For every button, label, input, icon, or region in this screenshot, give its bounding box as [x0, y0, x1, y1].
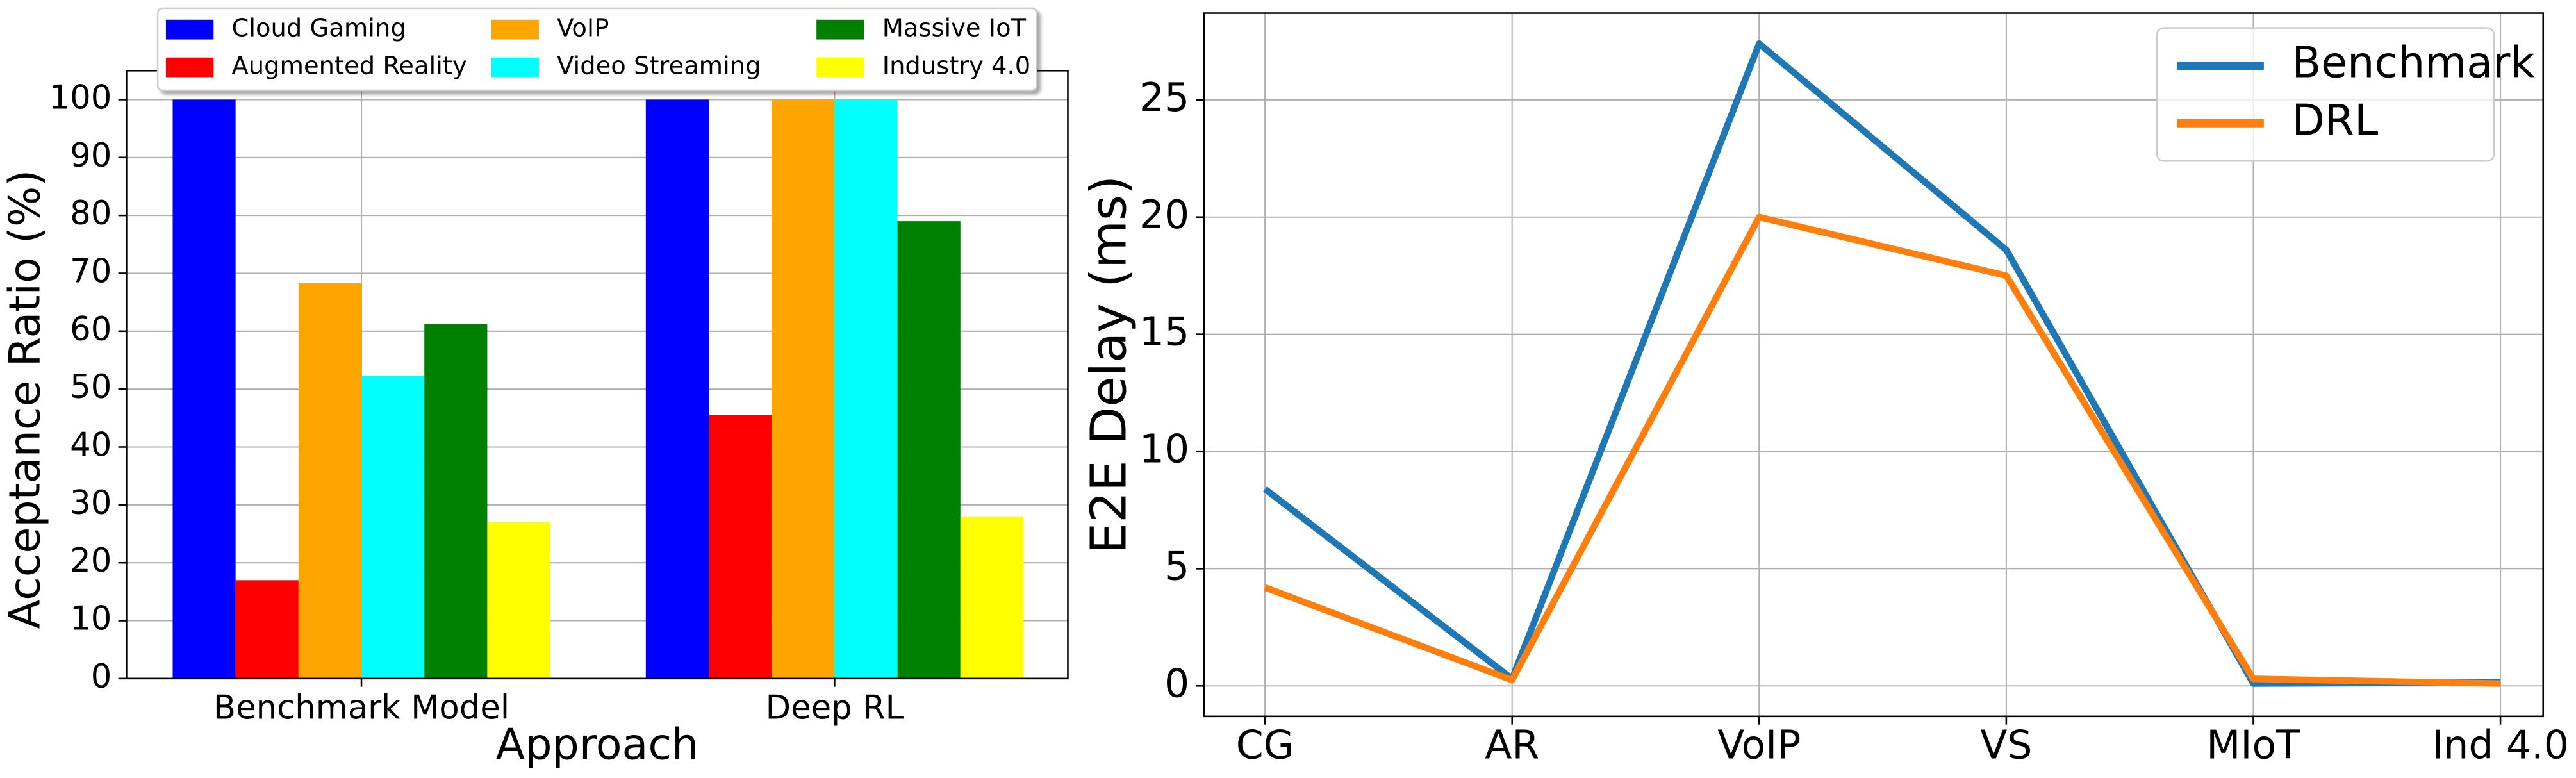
y-tick-label: 70	[70, 252, 111, 290]
legend: Benchmark DRL	[2156, 27, 2535, 162]
y-tick-label: 25	[1139, 74, 1189, 120]
y-axis-label: Acceptance Ratio (%)	[0, 170, 50, 629]
bar	[298, 283, 362, 679]
y-tick-label: 10	[1139, 426, 1189, 472]
x-tick-label: CG	[1236, 722, 1294, 768]
y-tick-label: 100	[49, 78, 111, 117]
legend-label: Cloud Gaming	[231, 14, 406, 43]
x-tick-label: Benchmark Model	[213, 689, 509, 727]
legend-swatch	[816, 57, 864, 78]
line	[1264, 213, 2501, 687]
y-tick-label: 10	[70, 600, 111, 638]
x-tick-label: Ind 4.0	[2432, 722, 2569, 768]
bar	[645, 99, 709, 679]
y-tick-label: 60	[70, 310, 111, 349]
legend-swatch	[165, 19, 214, 40]
y-tick-label: 0	[91, 658, 112, 696]
y-tick-label: 5	[1164, 543, 1189, 589]
legend: Cloud Gaming Augmented Reality VoIP Video S…	[156, 7, 1038, 92]
legend-label: Video Streaming	[557, 52, 761, 81]
y-tick-label: 20	[1139, 192, 1189, 238]
bar	[235, 580, 299, 679]
legend-label: Augmented Reality	[231, 52, 466, 81]
legend-box	[2156, 27, 2495, 162]
x-tick-label: MIoT	[2206, 722, 2300, 768]
x-axis-label: Approach	[496, 720, 699, 770]
x-tick-label: AR	[1485, 722, 1539, 768]
bar	[172, 99, 236, 679]
bar	[709, 415, 772, 679]
bar	[960, 516, 1023, 679]
bar	[772, 99, 835, 679]
legend-swatch	[491, 57, 539, 78]
legend-swatch	[816, 19, 864, 40]
legend-swatch	[491, 19, 539, 40]
y-tick-label: 40	[70, 426, 111, 464]
y-tick-label: 80	[70, 194, 111, 233]
y-tick-label: 15	[1139, 309, 1189, 355]
legend-label: Benchmark	[2291, 38, 2535, 88]
legend-label: Massive IoT	[882, 14, 1027, 43]
bar	[424, 324, 488, 679]
y-tick-label: 20	[70, 542, 111, 580]
legend-label: Industry 4.0	[882, 52, 1030, 81]
x-tick-label: VS	[1980, 722, 2032, 768]
y-tick-label: 50	[70, 368, 111, 406]
legend-label: DRL	[2291, 95, 2378, 145]
y-tick-label: 90	[70, 137, 111, 175]
legend-swatch	[165, 57, 214, 78]
bar	[897, 221, 961, 679]
x-tick-label: VoIP	[1717, 722, 1801, 768]
y-tick-label: 30	[70, 484, 111, 522]
bar	[487, 522, 550, 679]
bar	[361, 376, 425, 679]
legend-label: VoIP	[557, 14, 609, 43]
plot-frame	[1203, 12, 2545, 718]
line	[1262, 40, 2501, 687]
bar	[834, 99, 898, 679]
y-axis-label: E2E Delay (ms)	[1081, 176, 1138, 554]
y-tick-label: 0	[1164, 660, 1189, 706]
x-tick-label: Deep RL	[766, 689, 904, 727]
